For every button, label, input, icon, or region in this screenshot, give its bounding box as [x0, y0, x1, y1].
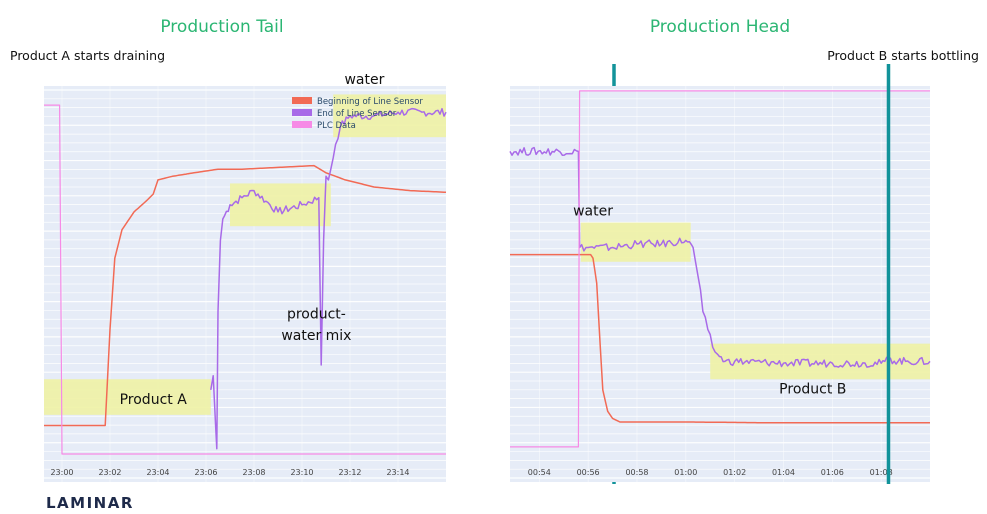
x-tick-label: 23:06: [194, 468, 217, 477]
series-line-plc-data: [510, 90, 930, 448]
laminar-logo: LAMINAR: [46, 494, 134, 512]
event-label: Product B starts bottling: [827, 48, 979, 63]
highlight-region: [44, 379, 211, 415]
x-tick-label: 01:08: [870, 468, 893, 477]
x-tick-label: 01:06: [821, 468, 844, 477]
x-tick-label: 23:12: [338, 468, 361, 477]
highlight-region: [710, 343, 930, 380]
highlight-regions: [44, 94, 446, 415]
annotation-label: water mix: [281, 328, 351, 344]
legend-label-plc: PLC Data: [317, 121, 356, 131]
series-lines: [509, 90, 931, 448]
production-head-chart: 00:54 00:56 00:58 01:00 01:02 01:04 01:06 01:08…: [509, 17, 979, 484]
x-tick-label: 00:56: [577, 468, 600, 477]
annotation-label: water: [573, 203, 613, 219]
x-tick-label: 01:00: [674, 468, 697, 477]
series-line-beginning-of-line-sensor: [510, 253, 930, 424]
annotation-label: Product B: [779, 381, 846, 397]
production-tail-chart: 23:00 23:02 23:04 23:06 23:08 23:10 23:12 23:14…: [10, 17, 616, 484]
annotations: water Product B: [573, 203, 846, 397]
annotation-label: Product A: [120, 392, 188, 408]
x-tick-labels: 00:54 00:56 00:58 01:00 01:02 01:04 01:06 01:08: [528, 468, 893, 477]
x-tick-label: 00:58: [625, 468, 648, 477]
x-tick-label: 23:04: [146, 468, 169, 477]
legend-swatch-beginning: [292, 97, 312, 104]
series-lines: [44, 104, 447, 455]
legend-swatch-plc: [292, 121, 312, 128]
series-line-beginning-of-line-sensor: [44, 164, 447, 427]
x-tick-label: 01:04: [772, 468, 795, 477]
series-line-plc-data: [44, 104, 446, 455]
x-tick-labels: 23:00 23:02 23:04 23:06 23:08 23:10 23:12 23:14: [50, 468, 409, 477]
x-tick-label: 23:08: [242, 468, 265, 477]
annotation-label: water: [344, 72, 384, 88]
legend-label-beginning: Beginning of Line Sensor: [317, 97, 423, 107]
x-tick-label: 01:02: [723, 468, 746, 477]
x-tick-label: 23:10: [290, 468, 313, 477]
chart-title: Production Tail: [160, 17, 283, 37]
legend-label-end: End of Line Sensor: [317, 109, 397, 119]
annotation-label: product-: [287, 307, 346, 323]
x-tick-label: 23:14: [386, 468, 409, 477]
x-tick-label: 23:02: [98, 468, 121, 477]
series-line-end-of-line-sensor: [210, 107, 447, 450]
event-label: Product A starts draining: [10, 48, 165, 63]
legend-swatch-end: [292, 109, 312, 116]
chart-title: Production Head: [650, 17, 790, 37]
legend: Beginning of Line Sensor End of Line Sen…: [292, 97, 423, 131]
highlight-region: [333, 94, 446, 138]
highlight-region: [230, 183, 331, 227]
annotations: Product A product-water mix water: [120, 72, 385, 408]
x-tick-label: 23:00: [50, 468, 73, 477]
x-tick-label: 00:54: [528, 468, 551, 477]
